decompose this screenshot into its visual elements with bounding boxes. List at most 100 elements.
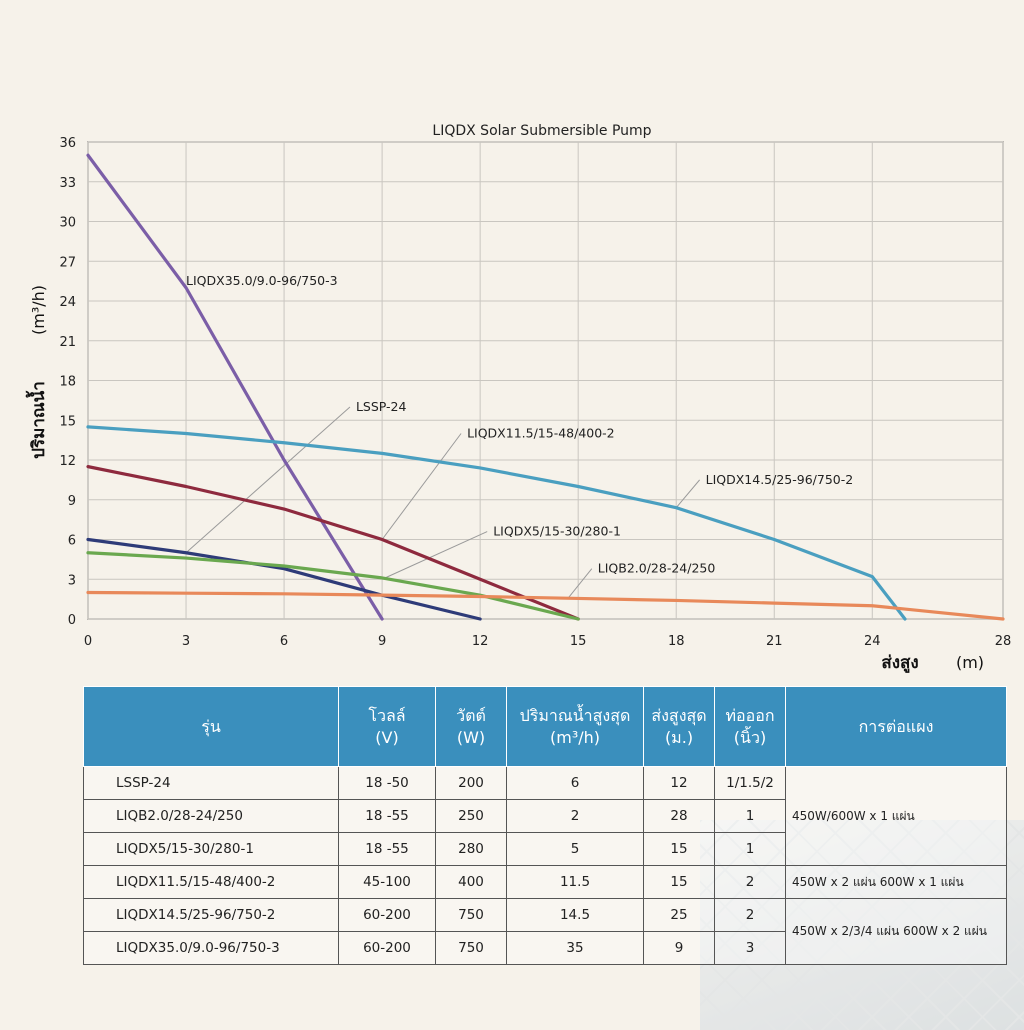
leader-line-2: [381, 433, 462, 540]
cell-flow: 11.5: [506, 865, 644, 899]
cell-volt: 60-200: [338, 931, 436, 965]
table-row: LIQDX11.5/15-48/400-2 45-100 400 11.5 15…: [83, 865, 1007, 899]
cell-panel-group-1: 450W/600W x 1 แผ่น: [785, 766, 1007, 866]
cell-head: 15: [643, 865, 715, 899]
x-tick-label: 12: [472, 634, 489, 649]
x-tick-label: 6: [280, 634, 288, 649]
header-model: รุ่น: [83, 686, 339, 767]
y-tick-label: 33: [59, 176, 76, 191]
table-header-row: รุ่น โวลล์ (V) วัตต์ (W) ปริมาณน้ำสูงสุด (m…: [83, 686, 1007, 767]
leader-lines: [185, 406, 701, 599]
y-tick-label: 12: [59, 454, 76, 469]
cell-head: 9: [643, 931, 715, 965]
table-row: LIQDX35.0/9.0-96/750-3 60-200 750 35 9 3: [83, 931, 1007, 965]
y-tick-label: 30: [59, 216, 76, 231]
cell-volt: 18 -55: [338, 799, 436, 833]
x-axis-unit: (m): [956, 653, 984, 672]
cell-model: LIQDX35.0/9.0-96/750-3: [83, 931, 339, 965]
cell-volt: 18 -55: [338, 832, 436, 866]
header-volt: โวลล์ (V): [338, 686, 436, 767]
table-row: LIQB2.0/28-24/250 18 -55 250 2 28 1: [83, 799, 1007, 833]
cell-model: LIQDX5/15-30/280-1: [83, 832, 339, 866]
series-line-0: [86, 153, 384, 621]
series-line-4: [86, 551, 580, 621]
table-row: LIQDX5/15-30/280-1 18 -55 280 5 15 1: [83, 832, 1007, 866]
y-tick-label: 0: [68, 613, 76, 628]
header-max-flow: ปริมาณน้ำสูงสุด (m³/h): [506, 686, 644, 767]
cell-head: 25: [643, 898, 715, 932]
cell-watt: 750: [435, 931, 507, 965]
table-row: LSSP-24 18 -50 200 6 12 1/1.5/2 450W/600…: [83, 766, 1007, 866]
cell-model: LSSP-24: [83, 766, 339, 800]
cell-volt: 60-200: [338, 898, 436, 932]
cell-watt: 750: [435, 898, 507, 932]
cell-head: 28: [643, 799, 715, 833]
cell-pipe: 2: [714, 898, 786, 932]
x-tick-label: 0: [84, 634, 92, 649]
cell-head: 15: [643, 832, 715, 866]
spec-table: รุ่น โวลล์ (V) วัตต์ (W) ปริมาณน้ำสูงสุด (m…: [83, 686, 1007, 965]
cell-panel-group-3: 450W x 2/3/4 แผ่น 600W x 2 แผ่น: [785, 898, 1007, 965]
cell-pipe: 1: [714, 799, 786, 833]
series-label-0: LIQDX35.0/9.0-96/750-3: [186, 273, 338, 288]
series-line-1: [86, 537, 482, 621]
series-line-5: [86, 590, 1005, 621]
header-panel: การต่อแผง: [785, 686, 1007, 767]
series-lines: [86, 153, 1005, 621]
cell-model: LIQDX14.5/25-96/750-2: [83, 898, 339, 932]
cell-volt: 18 -50: [338, 766, 436, 800]
x-tick-label: 3: [182, 634, 190, 649]
leader-line-1: [185, 406, 351, 554]
y-tick-label: 18: [59, 375, 76, 390]
series-label-1: LSSP-24: [356, 399, 407, 414]
chart-title: LIQDX Solar Submersible Pump: [432, 123, 651, 139]
cell-watt: 280: [435, 832, 507, 866]
leader-line-4: [381, 531, 488, 580]
y-tick-label: 15: [59, 414, 76, 429]
y-tick-label: 27: [59, 255, 76, 270]
pump-curve-chart: LIQDX Solar Submersible Pump 0 3 6 9 12 15 18 2…: [25, 123, 1011, 674]
x-tick-label: 28: [995, 634, 1012, 649]
series-label-2: LIQDX11.5/15-48/400-2: [467, 426, 615, 441]
y-tick-label: 36: [59, 136, 76, 151]
y-tick-label: 9: [68, 494, 76, 509]
cell-model: LIQDX11.5/15-48/400-2: [83, 865, 339, 899]
series-line-3: [86, 425, 907, 621]
x-tick-label: 15: [570, 634, 587, 649]
cell-pipe: 3: [714, 931, 786, 965]
series-label-3: LIQDX14.5/25-96/750-2: [706, 472, 854, 487]
cell-pipe: 2: [714, 865, 786, 899]
cell-flow: 35: [506, 931, 644, 965]
x-tick-label: 18: [668, 634, 685, 649]
cell-watt: 250: [435, 799, 507, 833]
cell-flow: 6: [506, 766, 644, 800]
series-line-2: [86, 465, 580, 621]
series-label-4: LIQDX5/15-30/280-1: [493, 524, 621, 539]
y-tick-label: 6: [68, 534, 76, 549]
header-max-head: ส่งสูงสุด (ม.): [643, 686, 715, 767]
y-axis-label: ปริมาณน้ำ: [25, 381, 49, 459]
x-tick-label: 24: [864, 634, 881, 649]
cell-model: LIQB2.0/28-24/250: [83, 799, 339, 833]
y-tick-label: 24: [59, 295, 76, 310]
y-axis-unit: (m³/h): [29, 285, 48, 335]
grid: [87, 141, 1004, 620]
cell-panel-group-2: 450W x 2 แผ่น 600W x 1 แผ่น: [785, 865, 1007, 899]
x-tick-label: 21: [766, 634, 783, 649]
leader-line-5: [567, 568, 593, 599]
x-axis-label: ส่งสูง: [881, 653, 918, 674]
header-outlet: ท่อออก (นิ้ว): [714, 686, 786, 767]
x-tick-label: 9: [378, 634, 386, 649]
cell-pipe: 1: [714, 832, 786, 866]
cell-flow: 5: [506, 832, 644, 866]
cell-volt: 45-100: [338, 865, 436, 899]
y-tick-label: 3: [68, 573, 76, 588]
cell-pipe: 1/1.5/2: [714, 766, 786, 800]
table-row: LIQDX14.5/25-96/750-2 60-200 750 14.5 25…: [83, 898, 1007, 965]
cell-flow: 2: [506, 799, 644, 833]
series-labels: LIQDX35.0/9.0-96/750-3 LSSP-24 LIQDX11.5/1…: [186, 273, 853, 576]
y-tick-label: 21: [59, 335, 76, 350]
series-label-5: LIQB2.0/28-24/250: [598, 561, 716, 576]
leader-line-3: [675, 479, 701, 509]
